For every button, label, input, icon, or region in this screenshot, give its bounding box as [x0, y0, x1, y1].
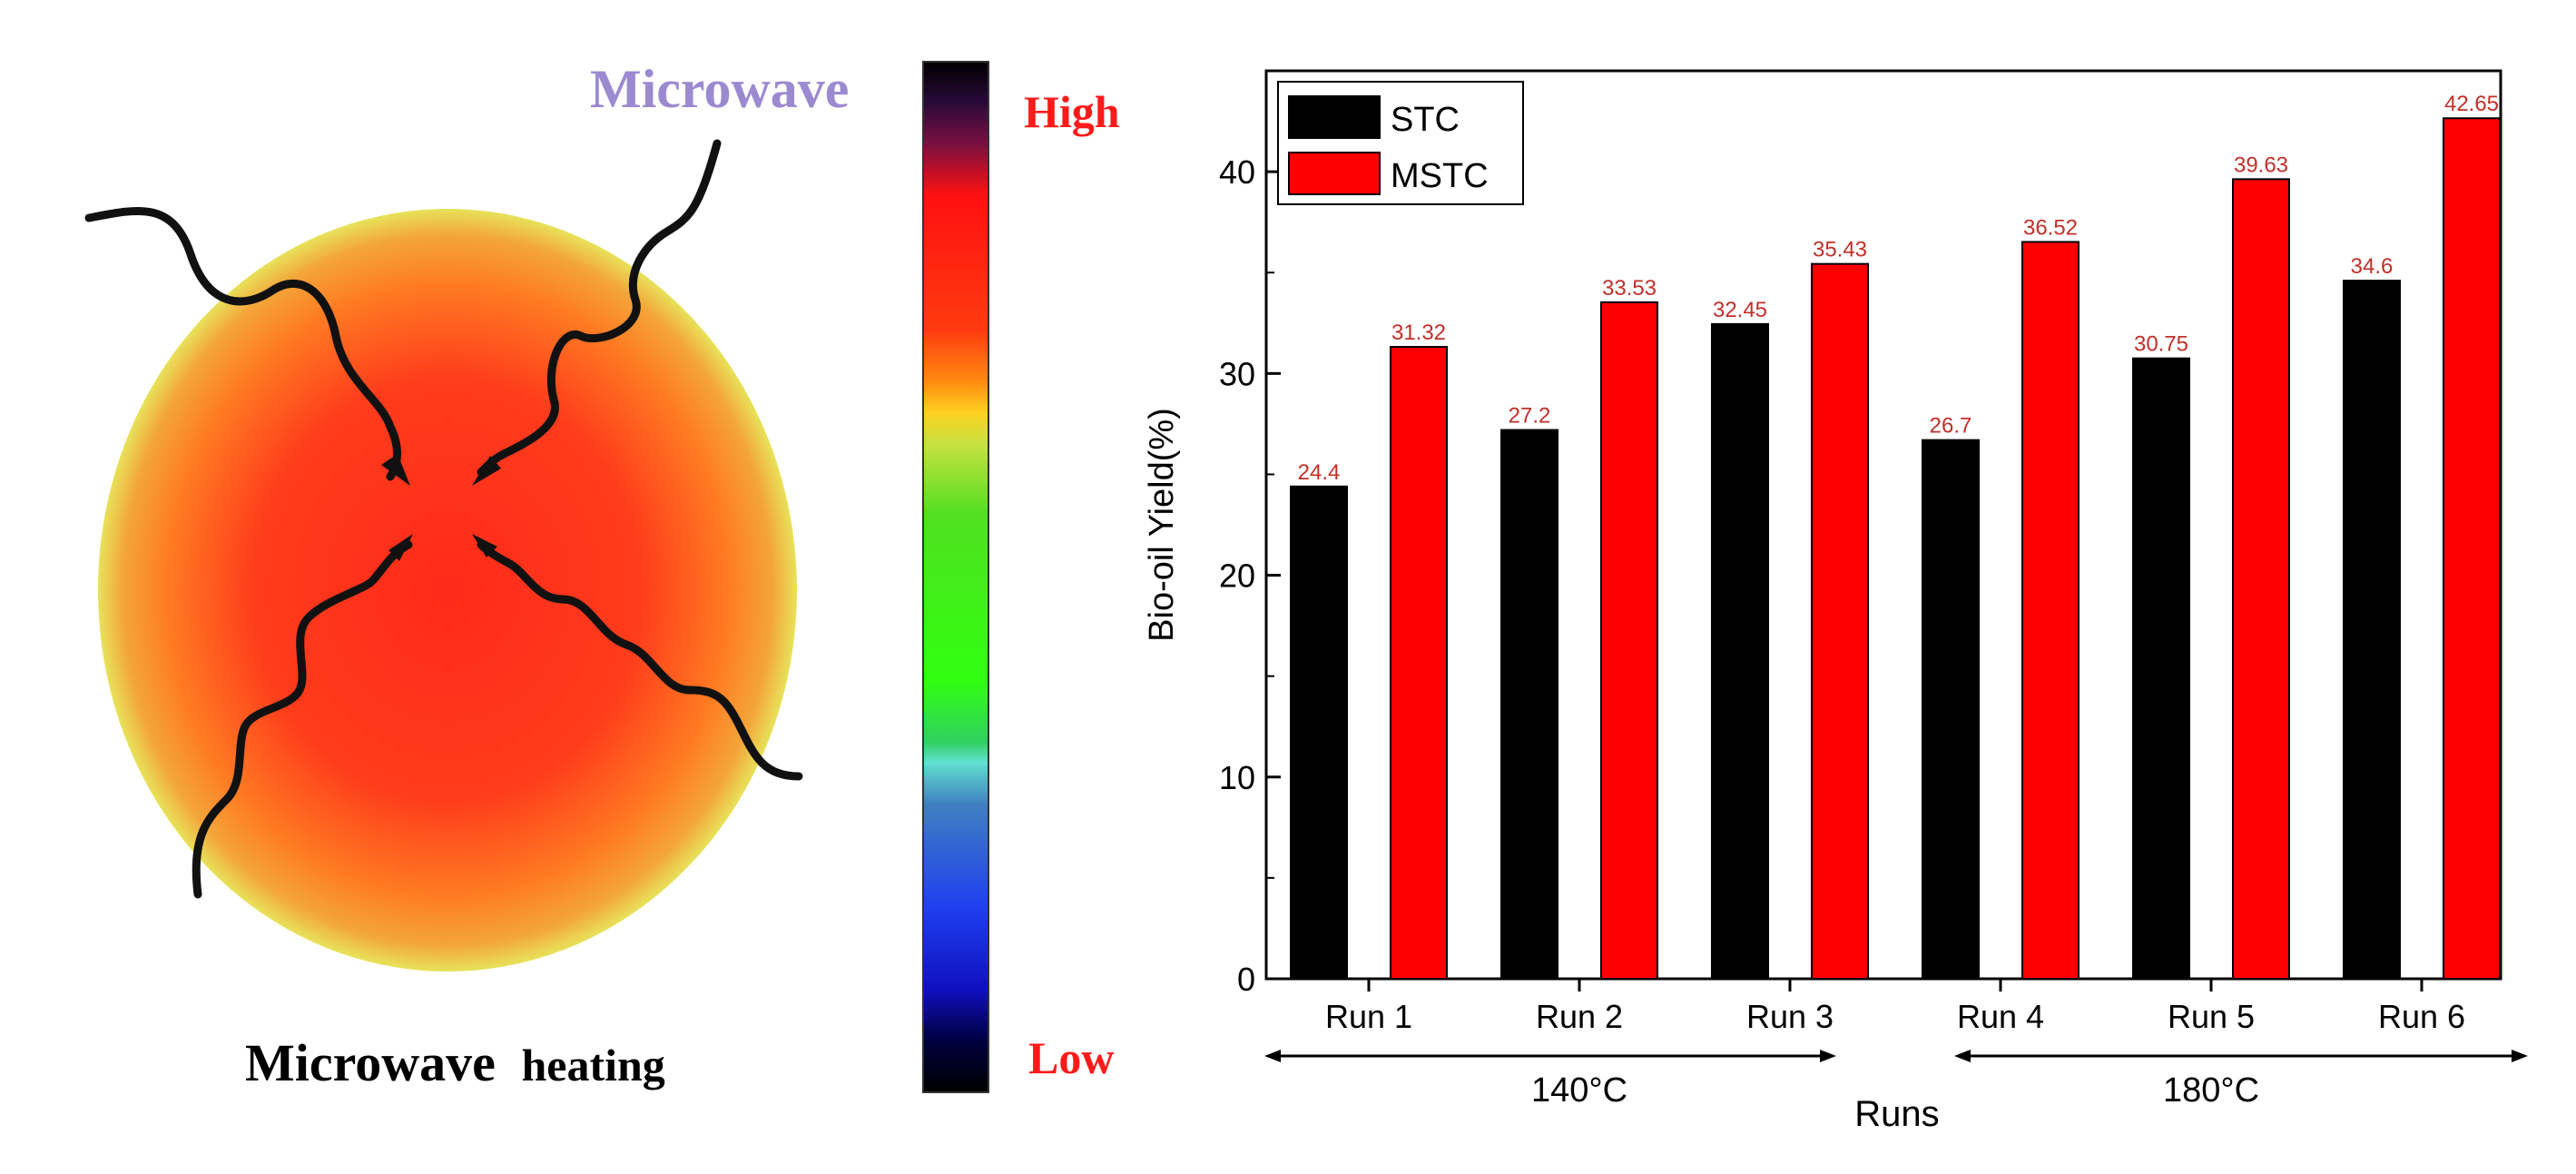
group-temperature-label: 140°C: [1531, 1071, 1627, 1110]
wave-top-right: [477, 139, 722, 477]
wave-bottom-left: [192, 540, 413, 899]
bar-mstc-4: [2021, 241, 2079, 980]
x-tick-label: Run 6: [2378, 998, 2465, 1035]
arrowhead-bottom-left: [388, 534, 413, 561]
panel-caption: Microwave heating: [245, 1033, 665, 1092]
temperature-color-scale: [922, 61, 989, 1093]
temperature-groups: 140°C 180°C: [1264, 1050, 2528, 1110]
bars: [1290, 117, 2501, 981]
microwave-heating-illustration: Microwave Microwave heating High Low: [84, 59, 1120, 1093]
bar-value-label: 31.32: [1391, 321, 1446, 345]
x-axis-title: Runs: [1854, 1094, 1939, 1134]
y-tick-label: 0: [1237, 961, 1255, 998]
legend-swatch-mstc: [1288, 152, 1381, 195]
bar-value-label: 27.2: [1509, 404, 1551, 429]
legend-swatch-stc: [1288, 95, 1381, 139]
bar-value-label: 33.53: [1602, 276, 1657, 301]
bar-stc-5: [2132, 357, 2190, 980]
bar-mstc-5: [2232, 178, 2290, 981]
bar-chart: 0 10 20 30 40 Run 1 Run 2 Run 3 Run 4 Run 5 Run 6…: [1143, 69, 2528, 1134]
caption-rest: heating: [521, 1040, 664, 1090]
scale-high-label: High: [1024, 86, 1120, 137]
heated-particle: [98, 209, 797, 972]
svg-text:Microwave heating: Microwave heating: [245, 1033, 665, 1092]
bar-value-label: 39.63: [2234, 153, 2288, 177]
x-tick-label: Run 3: [1746, 998, 1834, 1035]
x-tick-label: Run 4: [1957, 998, 2044, 1035]
group-temperature-label: 180°C: [2163, 1071, 2259, 1110]
scale-low-label: Low: [1028, 1032, 1114, 1083]
y-tick-label: 20: [1219, 557, 1255, 595]
bar-value-label: 32.45: [1713, 298, 1767, 322]
x-axis: Run 1 Run 2 Run 3 Run 4 Run 5 Run 6: [1325, 979, 2465, 1035]
y-axis-title: Bio-oil Yield(%): [1143, 408, 1181, 642]
bar-stc-1: [1290, 485, 1348, 980]
bar-stc-2: [1500, 429, 1558, 980]
bar-mstc-3: [1811, 262, 1869, 980]
bar-value-label: 36.52: [2023, 215, 2078, 240]
wave-arrowheads: [381, 454, 501, 561]
bar-value-label: 42.65: [2444, 92, 2499, 116]
bar-mstc-1: [1390, 346, 1448, 980]
bar-stc-3: [1711, 322, 1769, 980]
y-tick-label: 30: [1219, 355, 1255, 392]
bar-mstc-6: [2443, 117, 2501, 980]
microwave-waves: [84, 139, 803, 899]
bar-mstc-2: [1600, 301, 1658, 980]
group-arrowhead-right: [2512, 1050, 2528, 1062]
x-tick-label: Run 5: [2168, 998, 2255, 1035]
legend: STC MSTC: [1277, 81, 1524, 205]
bar-stc-6: [2343, 280, 2401, 981]
bar-value-label: 26.7: [1930, 414, 1972, 439]
y-axis: 0 10 20 30 40: [1219, 153, 1281, 998]
bar-value-label: 35.43: [1813, 238, 1867, 262]
bar-value-label: 24.4: [1298, 460, 1341, 485]
bar-value-labels: 24.4 27.2 32.45 26.7 30.75 34.6 31.32 33.53 35.4…: [1298, 92, 2499, 485]
bar-stc-4: [1922, 439, 1980, 980]
x-tick-label: Run 2: [1536, 998, 1623, 1035]
group-arrowhead-right: [1820, 1050, 1836, 1062]
group-arrowhead-left: [1264, 1050, 1281, 1062]
wave-top-left: [84, 206, 401, 481]
group-arrowhead-left: [1954, 1050, 1971, 1062]
arrowhead-bottom-right: [472, 534, 497, 557]
bar-value-label: 34.6: [2351, 254, 2394, 279]
legend-label-stc: STC: [1391, 101, 1460, 139]
y-tick-label: 10: [1219, 759, 1255, 796]
caption-bold-word: Microwave: [245, 1033, 496, 1092]
y-tick-label: 40: [1219, 153, 1255, 191]
arrowhead-top-left: [381, 454, 410, 486]
legend-label-mstc: MSTC: [1391, 157, 1489, 195]
wave-bottom-right: [477, 540, 803, 781]
bar-value-label: 30.75: [2134, 332, 2188, 357]
microwave-label: Microwave: [590, 59, 849, 119]
arrowhead-top-right: [472, 456, 501, 486]
x-tick-label: Run 1: [1325, 998, 1412, 1035]
plot-area: [1264, 69, 2502, 981]
